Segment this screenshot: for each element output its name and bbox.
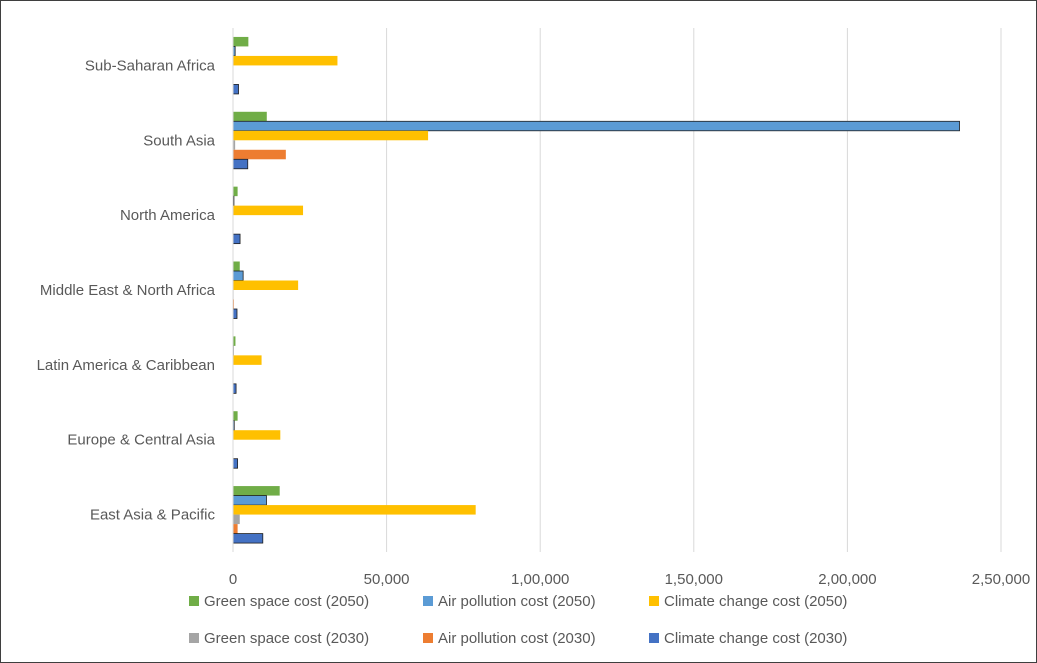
bar-south-asia-green-space-cost-2050 — [233, 111, 267, 122]
bar-south-asia-climate-change-cost-2050 — [233, 130, 429, 141]
bar-south-asia-climate-change-cost-2030 — [232, 158, 249, 170]
bar-east-asia-pacific-green-space-cost-2030 — [233, 514, 240, 525]
x-tick-label: 50,000 — [364, 571, 410, 588]
legend-swatch-air-pollution-cost-2030 — [423, 633, 433, 643]
category-label-sub-saharan-africa: Sub-Saharan Africa — [85, 57, 216, 74]
bar-latin-america-caribbean-green-space-cost-2050 — [233, 336, 236, 346]
category-labels: Sub-Saharan Africa South Asia North Americ… — [37, 57, 216, 523]
bar-east-asia-pacific-air-pollution-cost-2050 — [232, 495, 267, 506]
category-label-north-america: North America — [120, 207, 216, 224]
bar-north-america-climate-change-cost-2030 — [232, 233, 241, 245]
bar-east-asia-pacific-air-pollution-cost-2030 — [233, 524, 238, 534]
legend-swatch-climate-change-cost-2030 — [649, 633, 659, 643]
category-label-south-asia: South Asia — [143, 132, 215, 149]
bar-middle-east-north-africa-air-pollution-cost-2050 — [232, 270, 244, 281]
bar-middle-east-north-africa-climate-change-cost-2050 — [233, 280, 299, 290]
x-tick-label: 0 — [229, 571, 237, 588]
category-label-middle-east-north-africa: Middle East & North Africa — [40, 282, 216, 299]
bar-north-america-green-space-cost-2050 — [233, 186, 238, 197]
bars — [232, 36, 960, 544]
x-tick-label: 1,00,000 — [511, 571, 569, 588]
bar-north-america-climate-change-cost-2050 — [233, 205, 304, 216]
bar-east-asia-pacific-green-space-cost-2050 — [233, 486, 280, 496]
legend-label-air-pollution-cost-2050: Air pollution cost (2050) — [438, 593, 596, 610]
bar-middle-east-north-africa-climate-change-cost-2030 — [232, 308, 238, 319]
bar-south-asia-air-pollution-cost-2050 — [232, 120, 960, 132]
legend-label-climate-change-cost-2030: Climate change cost (2030) — [664, 630, 847, 647]
legend-label-green-space-cost-2050: Green space cost (2050) — [204, 593, 369, 610]
x-tick-label: 2,00,000 — [818, 571, 876, 588]
bar-sub-saharan-africa-green-space-cost-2050 — [233, 36, 249, 47]
category-label-east-asia-pacific: East Asia & Pacific — [90, 507, 216, 524]
bar-east-asia-pacific-climate-change-cost-2050 — [233, 505, 476, 515]
legend-swatch-green-space-cost-2030 — [189, 633, 199, 643]
bar-sub-saharan-africa-climate-change-cost-2030 — [232, 84, 239, 95]
legend-swatch-climate-change-cost-2050 — [649, 596, 659, 606]
category-label-latin-america-caribbean: Latin America & Caribbean — [37, 357, 215, 374]
legend-label-air-pollution-cost-2030: Air pollution cost (2030) — [438, 630, 596, 647]
bar-south-asia-green-space-cost-2030 — [233, 140, 236, 150]
bar-east-asia-pacific-climate-change-cost-2030 — [232, 533, 264, 544]
legend-swatch-green-space-cost-2050 — [189, 596, 199, 606]
bar-sub-saharan-africa-climate-change-cost-2050 — [233, 55, 338, 66]
x-tick-labels: 0 50,000 1,00,000 1,50,000 2,00,000 2,50,000 — [229, 571, 1030, 588]
category-label-europe-central-asia: Europe & Central Asia — [67, 432, 215, 449]
bar-europe-central-asia-climate-change-cost-2030 — [232, 458, 239, 469]
bar-europe-central-asia-climate-change-cost-2050 — [233, 430, 281, 440]
gridlines — [386, 28, 1002, 552]
legend: Green space cost (2050) Air pollution cos… — [189, 593, 847, 647]
bar-latin-america-caribbean-climate-change-cost-2050 — [233, 355, 262, 365]
x-tick-label: 1,50,000 — [665, 571, 723, 588]
legend-swatch-air-pollution-cost-2050 — [423, 596, 433, 606]
bar-south-asia-air-pollution-cost-2030 — [233, 149, 286, 160]
legend-label-green-space-cost-2030: Green space cost (2030) — [204, 630, 369, 647]
x-tick-label: 2,50,000 — [972, 571, 1030, 588]
bar-europe-central-asia-green-space-cost-2050 — [233, 411, 238, 421]
bar-middle-east-north-africa-green-space-cost-2050 — [233, 261, 240, 271]
legend-label-climate-change-cost-2050: Climate change cost (2050) — [664, 593, 847, 610]
